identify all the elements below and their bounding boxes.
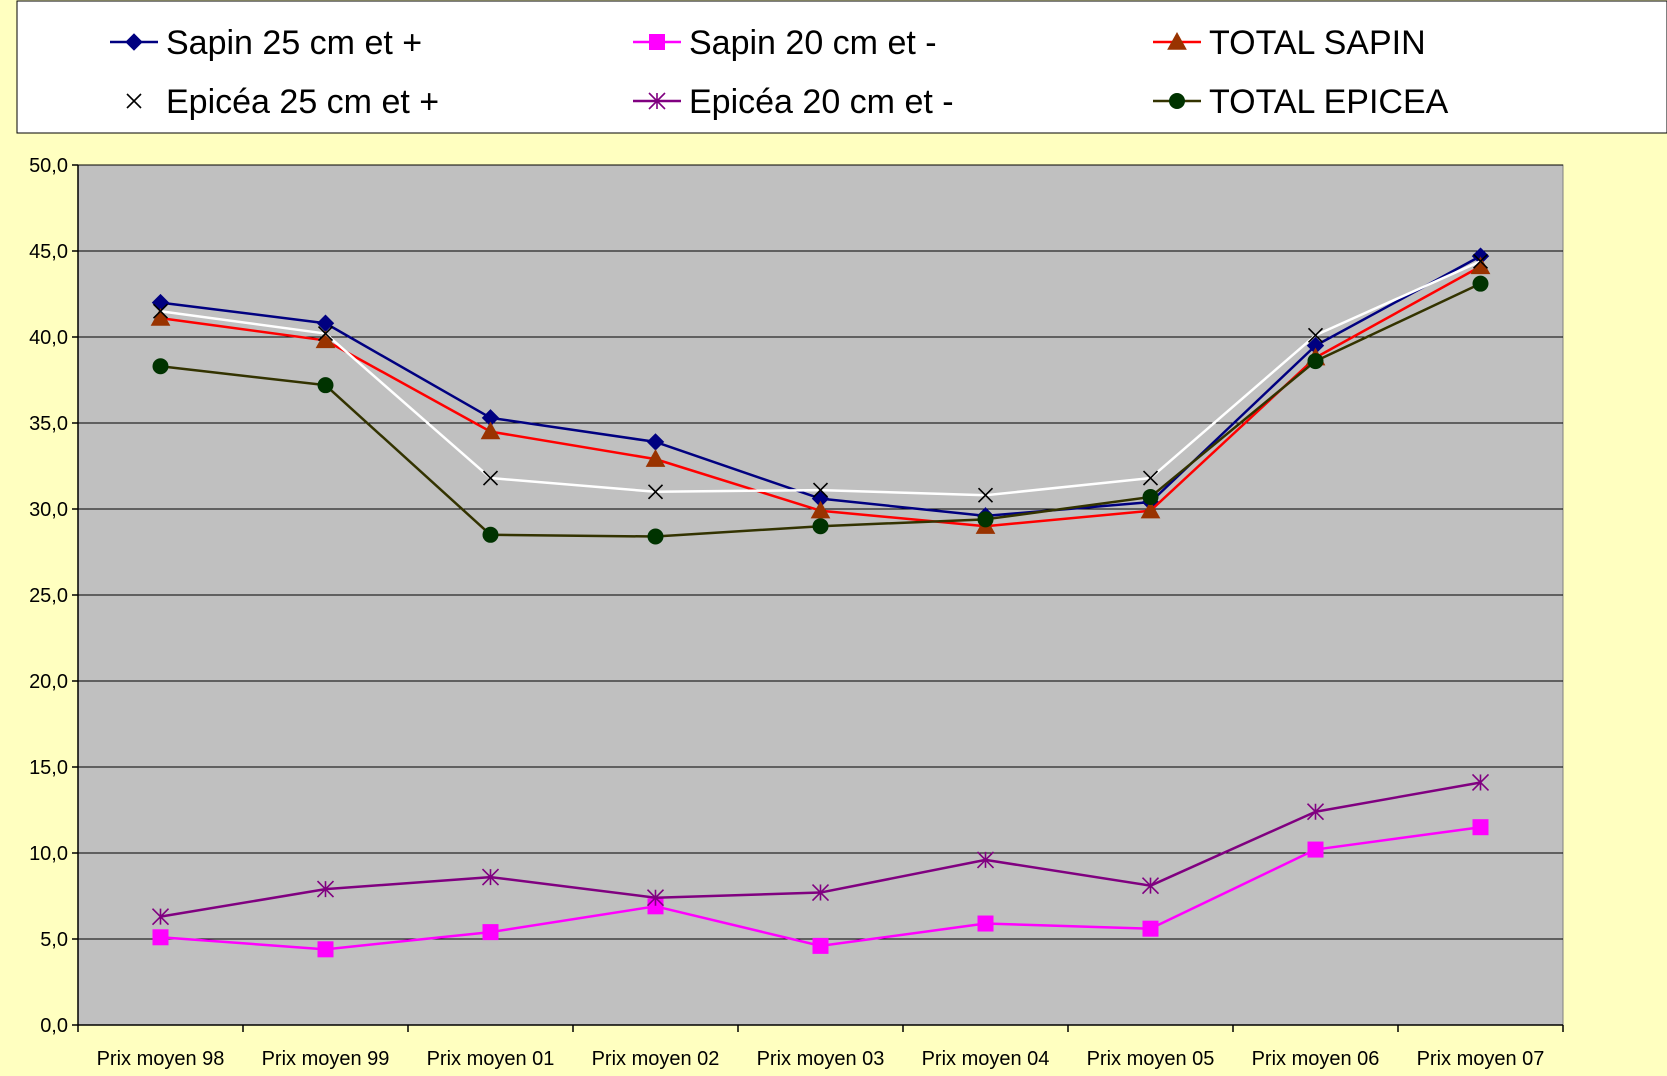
data-point-total-sapin bbox=[315, 330, 336, 349]
y-tick-label: 10,0 bbox=[29, 843, 68, 865]
legend-swatch-marker bbox=[648, 92, 666, 110]
data-point-epicea-20-cm-et bbox=[1306, 803, 1325, 821]
legend-label: Epicéa 20 cm et - bbox=[689, 83, 954, 121]
series-epicea-25-cm-et bbox=[152, 253, 1489, 503]
legend-label: TOTAL EPICEA bbox=[1209, 83, 1449, 121]
data-point-epicea-25-cm-et bbox=[647, 484, 664, 500]
legend-swatch-marker bbox=[125, 33, 143, 51]
legend-swatch-marker bbox=[126, 93, 142, 109]
data-point-epicea-25-cm-et bbox=[812, 482, 829, 498]
data-point-total-sapin bbox=[1140, 500, 1161, 519]
series-group bbox=[150, 247, 1491, 958]
x-tick-label: Prix moyen 01 bbox=[427, 1048, 555, 1070]
y-tick-label: 0,0 bbox=[40, 1015, 68, 1037]
data-point-total-sapin bbox=[150, 308, 171, 326]
data-point-epicea-20-cm-et bbox=[811, 883, 830, 902]
data-point-epicea-25-cm-et bbox=[152, 303, 169, 319]
data-point-sapin-20-cm-et bbox=[977, 915, 994, 932]
data-point-sapin-20-cm-et bbox=[1307, 841, 1324, 858]
data-point-epicea-25-cm-et bbox=[1307, 327, 1324, 343]
data-point-epicea-20-cm-et bbox=[646, 889, 665, 907]
x-axis-tick-labels: Prix moyen 98 Prix moyen 99 Prix moyen 01 P… bbox=[97, 1048, 1545, 1070]
data-point-total-epicea bbox=[812, 518, 829, 535]
data-point-total-epicea bbox=[647, 528, 664, 545]
y-tick-label: 35,0 bbox=[29, 413, 68, 435]
data-point-total-epicea bbox=[317, 377, 334, 394]
data-point-epicea-20-cm-et bbox=[316, 880, 335, 898]
legend-swatch-marker bbox=[1169, 93, 1185, 109]
y-tick-label: 45,0 bbox=[29, 241, 68, 263]
legend-swatch-marker bbox=[649, 34, 665, 50]
legend-swatch-marker bbox=[1167, 31, 1187, 50]
data-point-epicea-25-cm-et bbox=[977, 487, 994, 503]
data-point-epicea-20-cm-et bbox=[1141, 877, 1160, 895]
data-point-total-epicea bbox=[1472, 275, 1489, 292]
y-tick-label: 40,0 bbox=[29, 327, 68, 349]
legend-label: Sapin 25 cm et + bbox=[166, 24, 422, 62]
data-point-sapin-20-cm-et bbox=[317, 941, 334, 958]
data-point-total-epicea bbox=[482, 526, 499, 543]
legend-label: Sapin 20 cm et - bbox=[689, 24, 937, 62]
data-point-sapin-20-cm-et bbox=[1472, 819, 1489, 836]
y-tick-label: 15,0 bbox=[29, 757, 68, 779]
legend-item-sapin-25-cm-et: Sapin 25 cm et + bbox=[110, 24, 422, 62]
legend-item-epicea-20-cm-et: Epicéa 20 cm et - bbox=[633, 83, 954, 121]
data-point-sapin-20-cm-et bbox=[1142, 920, 1159, 937]
legend-label: Epicéa 25 cm et + bbox=[166, 83, 439, 121]
legend-item-total-sapin: TOTAL SAPIN bbox=[1153, 24, 1426, 62]
data-point-total-epicea bbox=[152, 358, 169, 375]
axes bbox=[72, 164, 1564, 1032]
x-tick-label: Prix moyen 98 bbox=[97, 1048, 225, 1070]
y-tick-label: 50,0 bbox=[29, 155, 68, 177]
legend-item-epicea-25-cm-et: Epicéa 25 cm et + bbox=[126, 83, 439, 121]
x-tick-label: Prix moyen 05 bbox=[1087, 1048, 1215, 1070]
legend-entries: Sapin 25 cm et + Sapin 20 cm et - TOTAL SA… bbox=[110, 24, 1449, 121]
data-point-sapin-20-cm-et bbox=[152, 929, 169, 946]
data-point-total-sapin bbox=[480, 421, 501, 440]
data-point-epicea-25-cm-et bbox=[1142, 470, 1159, 486]
x-tick-label: Prix moyen 04 bbox=[922, 1048, 1050, 1070]
data-point-epicea-25-cm-et bbox=[1472, 253, 1489, 269]
y-tick-label: 5,0 bbox=[40, 929, 68, 951]
series-epicea-20-cm-et bbox=[151, 773, 1490, 926]
legend-item-sapin-20-cm-et: Sapin 20 cm et - bbox=[633, 24, 937, 62]
legend-box bbox=[16, 0, 1667, 134]
y-axis-tick-labels: 0,0 5,0 10,0 15,0 20,0 25,0 30,0 35,0 40,0 45,0 50… bbox=[29, 155, 68, 1037]
data-point-epicea-25-cm-et bbox=[317, 325, 334, 342]
data-point-epicea-20-cm-et bbox=[976, 851, 995, 869]
data-point-epicea-20-cm-et bbox=[1471, 773, 1490, 792]
legend-label: TOTAL SAPIN bbox=[1209, 24, 1426, 62]
y-tick-label: 30,0 bbox=[29, 499, 68, 521]
data-point-sapin-20-cm-et bbox=[482, 924, 499, 941]
data-point-epicea-20-cm-et bbox=[151, 908, 170, 926]
data-point-epicea-25-cm-et bbox=[482, 470, 499, 486]
data-point-epicea-20-cm-et bbox=[481, 868, 500, 886]
y-tick-label: 25,0 bbox=[29, 585, 68, 607]
data-point-total-epicea bbox=[977, 511, 994, 528]
y-tick-label: 20,0 bbox=[29, 671, 68, 693]
x-tick-label: Prix moyen 06 bbox=[1252, 1048, 1380, 1070]
x-tick-label: Prix moyen 02 bbox=[592, 1048, 720, 1070]
series-total-epicea bbox=[152, 275, 1489, 545]
data-point-sapin-20-cm-et bbox=[812, 937, 829, 954]
data-point-total-sapin bbox=[810, 500, 831, 519]
legend bbox=[16, 0, 1667, 134]
x-tick-label: Prix moyen 03 bbox=[757, 1048, 885, 1070]
data-point-total-epicea bbox=[1307, 353, 1324, 370]
legend-item-total-epicea: TOTAL EPICEA bbox=[1153, 83, 1449, 121]
x-tick-label: Prix moyen 07 bbox=[1417, 1048, 1545, 1070]
data-point-total-epicea bbox=[1142, 488, 1159, 505]
x-tick-label: Prix moyen 99 bbox=[262, 1048, 390, 1070]
data-point-total-sapin bbox=[645, 449, 666, 467]
